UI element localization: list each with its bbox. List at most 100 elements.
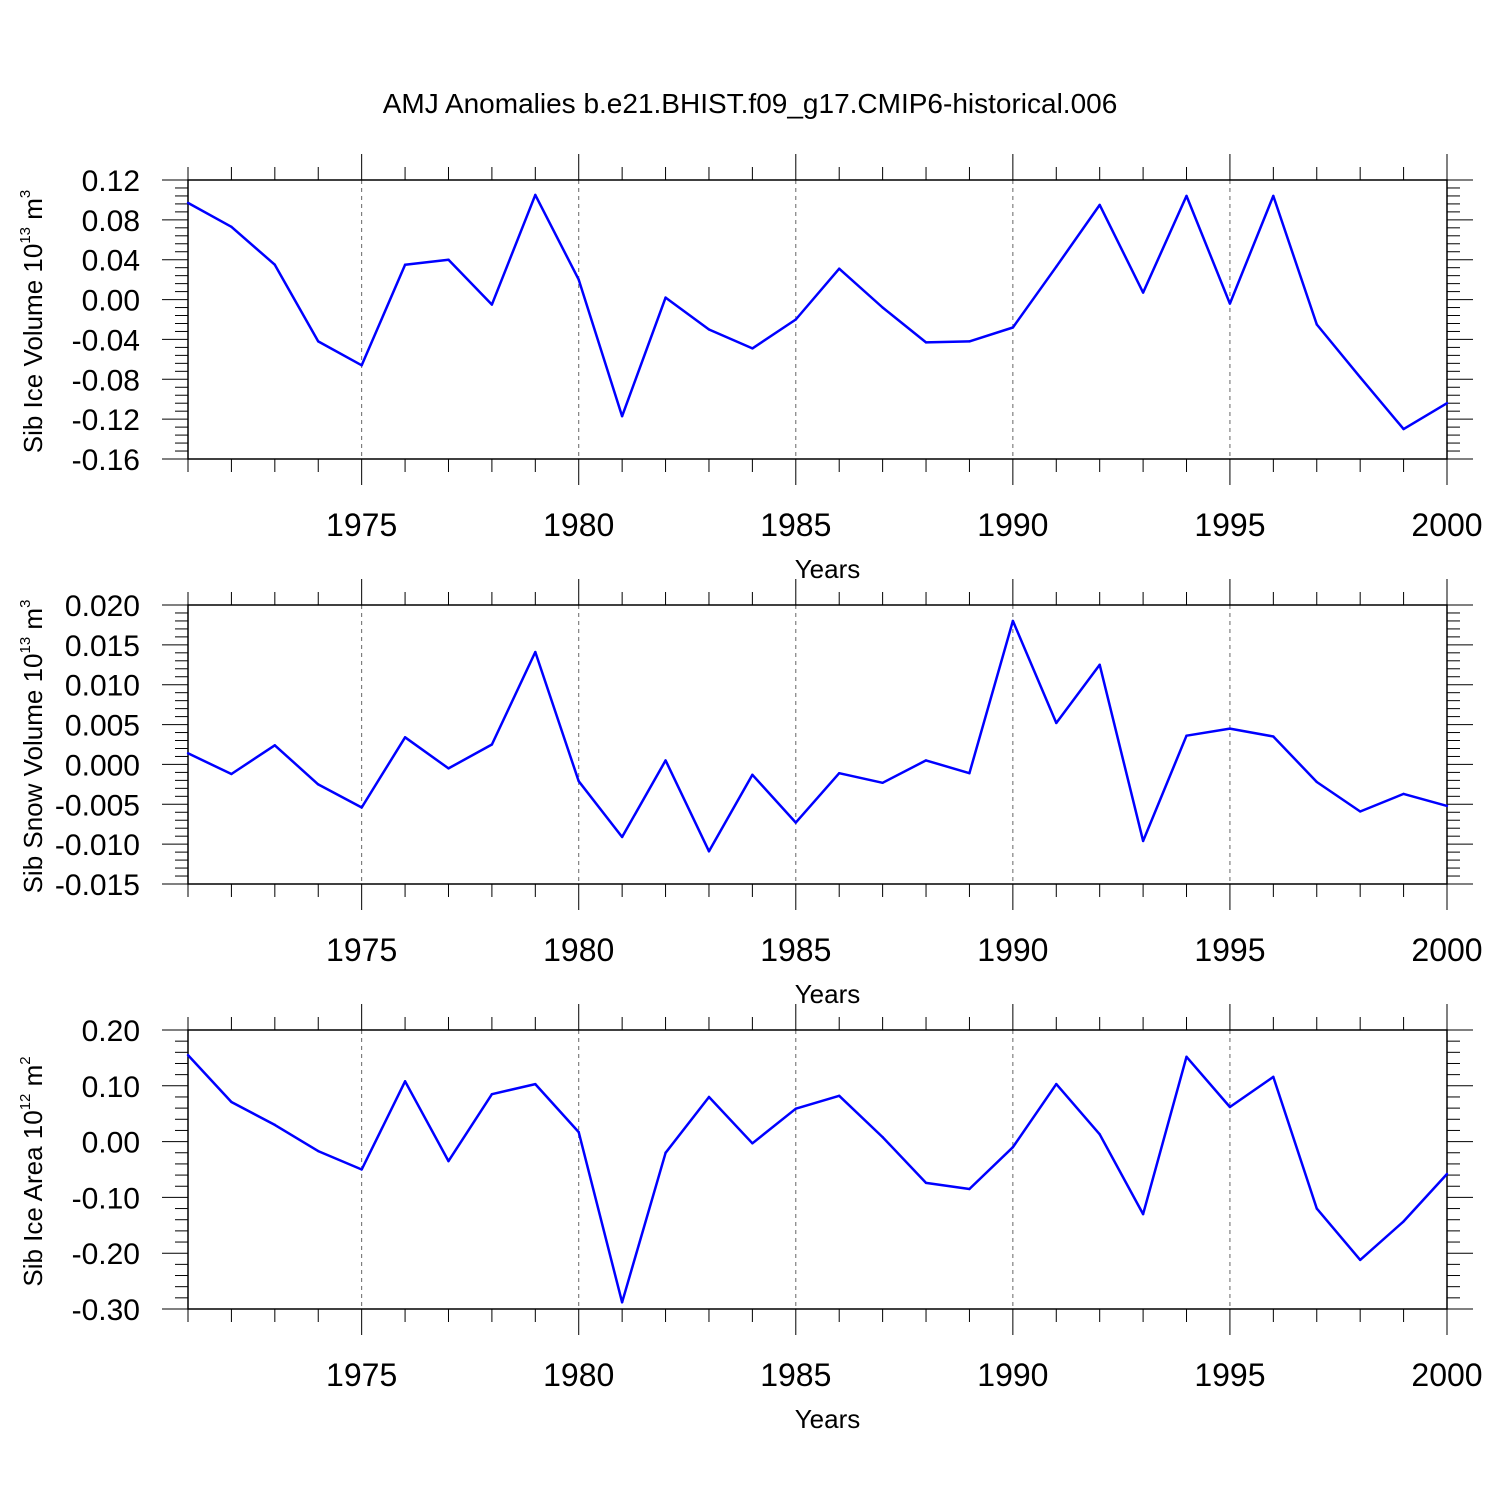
y-tick-label: -0.16 [72, 444, 140, 477]
data-point [577, 278, 580, 281]
data-point [534, 1082, 537, 1086]
y-tick-label: 0.00 [82, 285, 140, 318]
y-tick-label: -0.12 [72, 404, 140, 437]
y-tick-label: 0.12 [82, 165, 140, 198]
x-tick-label: 1990 [977, 932, 1048, 968]
data-point [707, 1095, 711, 1099]
data-point [577, 1130, 580, 1134]
data-point [664, 759, 667, 762]
data-point [620, 835, 624, 839]
x-tick-label: 1985 [760, 932, 831, 968]
y-tick-label: -0.010 [55, 829, 140, 862]
data-point [447, 1159, 450, 1163]
y-tick-label: 0.010 [65, 670, 140, 703]
data-point [1055, 721, 1058, 725]
x-tick-label: 1975 [326, 932, 397, 968]
x-tick-label: 1975 [326, 507, 397, 543]
data-point [1315, 1207, 1318, 1210]
data-point [230, 225, 233, 229]
data-point [664, 1151, 667, 1154]
data-point [1098, 1133, 1101, 1136]
data-point [794, 318, 797, 321]
data-point [751, 347, 754, 350]
chart-title: AMJ Anomalies b.e21.BHIST.f09_g17.CMIP6-… [382, 88, 1118, 119]
data-point [968, 771, 971, 775]
data-point [447, 767, 450, 770]
panel-3: 1975 1980 1985 1990 1995 2000 0.20 0.10 0.00 -0.1… [17, 1004, 1483, 1434]
y-tick-label: -0.10 [72, 1182, 140, 1215]
y-tick-label: 0.020 [65, 590, 140, 623]
y-tick-label: -0.20 [72, 1238, 140, 1271]
data-point [1445, 402, 1449, 405]
data-point [1272, 1075, 1275, 1079]
data-point [1315, 780, 1318, 784]
data-point [1402, 792, 1405, 796]
x-axis-title: Years [795, 554, 861, 584]
data-point [924, 759, 928, 762]
data-point [707, 328, 711, 331]
plot-frame [187, 604, 1448, 885]
data-point [1011, 326, 1015, 329]
data-point [924, 341, 928, 344]
data-point [186, 752, 190, 755]
data-point [1358, 1258, 1362, 1262]
data-point [577, 779, 580, 783]
x-tick-label: 2000 [1411, 1357, 1482, 1393]
data-point [1055, 265, 1058, 268]
series-line [187, 619, 1448, 853]
plot-frame [187, 179, 1448, 460]
plot-frame [187, 1029, 1448, 1310]
data-point [273, 1123, 277, 1127]
data-point [1055, 1082, 1058, 1086]
data-point [490, 303, 494, 306]
x-tick-label: 1990 [977, 1357, 1048, 1393]
data-point [230, 772, 233, 776]
data-point [1228, 727, 1232, 730]
data-point [490, 743, 494, 746]
data-point [1402, 1220, 1405, 1223]
data-point [186, 1053, 190, 1057]
data-point [360, 364, 363, 367]
y-tick-label: 0.00 [82, 1127, 140, 1160]
data-point [273, 263, 277, 266]
x-tick-label: 1995 [1194, 1357, 1265, 1393]
data-point [838, 1094, 841, 1098]
y-tick-label: 0.20 [82, 1015, 140, 1048]
y-axis-title: Sib Ice Area 1012 m2 [17, 1056, 48, 1286]
x-axis-title: Years [795, 1404, 861, 1434]
data-point [1272, 735, 1275, 738]
data-point [490, 1092, 494, 1096]
data-point [1185, 734, 1188, 737]
y-tick-label: 0.005 [65, 710, 140, 743]
x-tick-label: 1975 [326, 1357, 397, 1393]
data-point [881, 306, 884, 309]
data-point [1228, 1105, 1232, 1109]
data-point [1141, 291, 1145, 294]
data-point [186, 201, 190, 205]
data-point [1185, 1055, 1188, 1058]
data-point [1185, 194, 1188, 198]
data-point [620, 414, 624, 418]
data-point [881, 1135, 884, 1139]
x-tick-label: 1980 [543, 932, 614, 968]
x-tick-label: 1995 [1194, 507, 1265, 543]
x-tick-label: 1990 [977, 507, 1048, 543]
x-tick-label: 1985 [760, 507, 831, 543]
y-axis-title: Sib Snow Volume 1013 m3 [17, 600, 48, 894]
data-point [1098, 663, 1101, 666]
series-line [187, 1054, 1448, 1304]
y-tick-label: 0.000 [65, 749, 140, 782]
data-point [881, 781, 884, 784]
x-tick-label: 1980 [543, 507, 614, 543]
y-tick-label: 0.04 [82, 245, 140, 278]
data-point [1228, 302, 1232, 305]
data-point [751, 773, 754, 776]
y-axis-title: Sib Ice Volume 1013 m3 [17, 190, 48, 454]
data-point [1315, 323, 1318, 326]
data-point [794, 821, 797, 824]
y-tick-label: -0.015 [55, 869, 140, 902]
data-point [1141, 1212, 1145, 1216]
series-line [187, 193, 1448, 431]
data-point [707, 850, 711, 853]
